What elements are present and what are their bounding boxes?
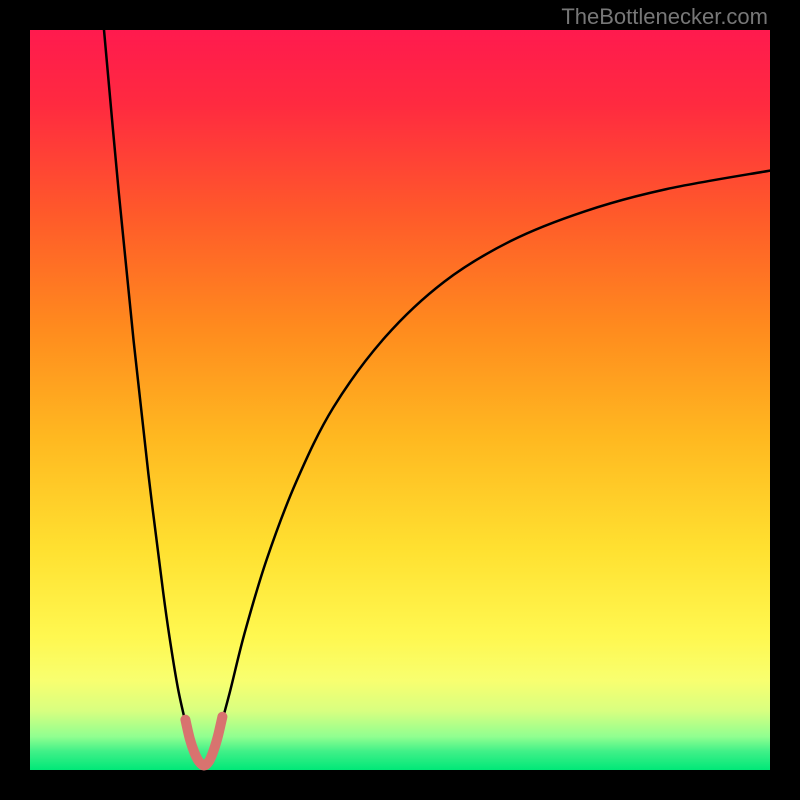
watermark-text: TheBottlenecker.com [561,4,768,30]
bottleneck-curve-right [204,171,770,768]
plot-area [30,30,770,770]
marker-trail [185,717,222,766]
bottleneck-curve-left [104,30,204,768]
curve-layer [30,30,770,770]
